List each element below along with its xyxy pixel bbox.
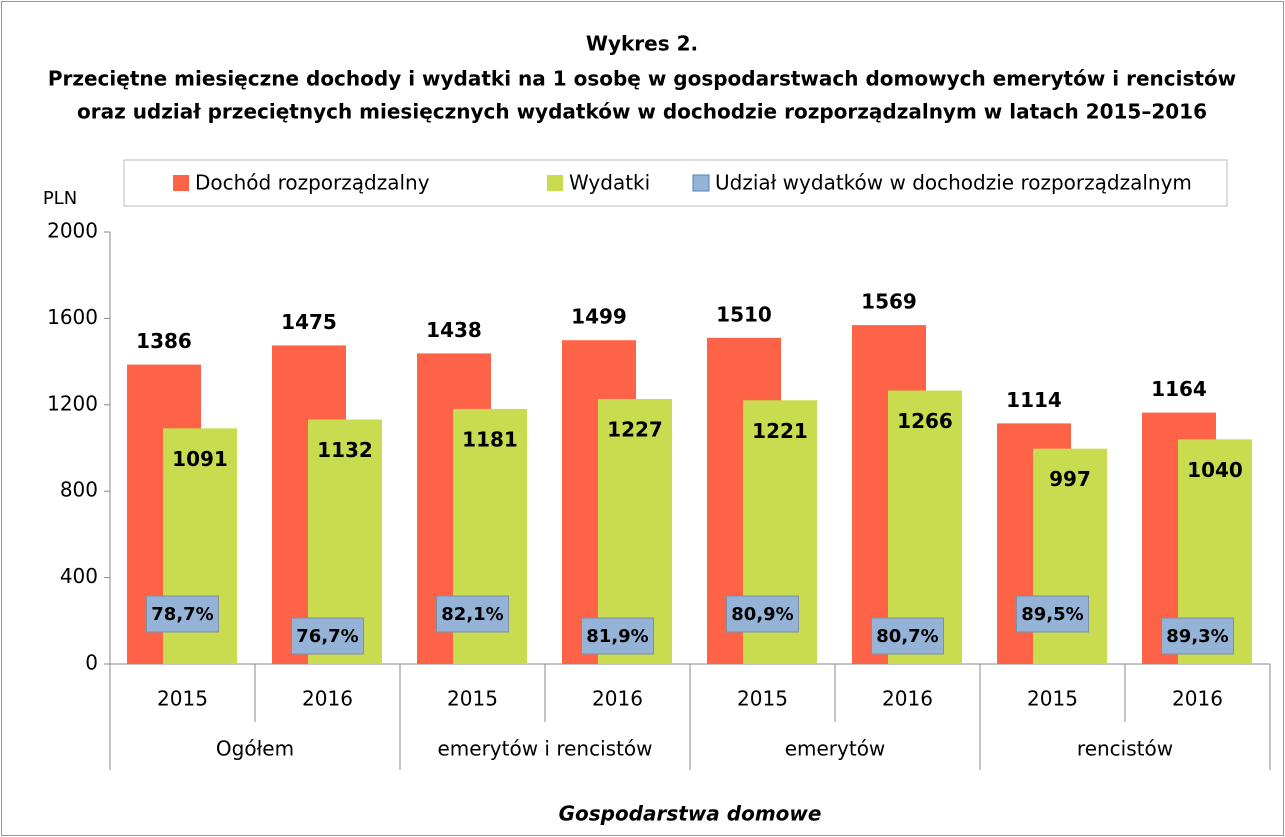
share-box (146, 595, 219, 633)
y-tick-label: 1600 (47, 305, 98, 329)
data-label: 1221 (752, 419, 808, 443)
share-box (291, 617, 364, 655)
x-tick-label: 2015 (447, 687, 498, 711)
chart-title: Wykres 2. (586, 32, 698, 56)
legend-label: Dochód rozporządzalny (195, 171, 430, 195)
data-label: 1438 (426, 318, 482, 342)
y-tick-label: 800 (60, 478, 98, 502)
share-box (1161, 617, 1234, 655)
data-label: 1386 (136, 329, 192, 353)
data-label: 89,3% (1166, 626, 1228, 647)
x-tick-label: 2016 (1172, 687, 1223, 711)
x-tick-label: 2016 (882, 687, 933, 711)
data-label: 78,7% (151, 604, 213, 625)
legend-label: Udział wydatków w dochodzie rozporządzal… (715, 171, 1192, 195)
data-label: 1181 (462, 427, 518, 451)
data-label: 82,1% (441, 604, 503, 625)
x-tick-label: 2015 (1027, 687, 1078, 711)
x-group-label: emerytów (785, 737, 886, 761)
data-label: 1510 (716, 302, 772, 326)
data-label: 76,7% (296, 626, 358, 647)
legend (123, 159, 1228, 207)
data-label: 1040 (1187, 458, 1243, 482)
chart-subtitle: Przeciętne miesięczne dochody i wydatki … (48, 67, 1236, 91)
data-label: 89,5% (1021, 604, 1083, 625)
share-box (871, 617, 944, 655)
share-box (581, 617, 654, 655)
data-label: 1227 (607, 417, 663, 441)
x-tick-label: 2016 (302, 687, 353, 711)
data-label: 997 (1049, 467, 1091, 491)
x-group-label: rencistów (1077, 737, 1173, 761)
x-tick-label: 2016 (592, 687, 643, 711)
data-label: 80,9% (731, 604, 793, 625)
y-tick-label: 400 (60, 564, 98, 588)
data-label: 1132 (317, 438, 373, 462)
legend-swatch (547, 175, 563, 191)
data-label: 81,9% (586, 626, 648, 647)
share-box (1016, 595, 1089, 633)
legend-swatch (692, 174, 710, 192)
x-group-label: Ogółem (216, 737, 294, 761)
share-box (726, 595, 799, 633)
y-tick-label: 1200 (47, 391, 98, 415)
y-tick-label: 0 (85, 651, 98, 675)
legend-swatch (173, 175, 189, 191)
y-axis-label: PLN (43, 188, 77, 209)
chart-subtitle: oraz udział przeciętnych miesięcznych wy… (77, 100, 1207, 124)
legend-label: Wydatki (569, 171, 650, 195)
data-label: 1499 (571, 305, 627, 329)
data-label: 80,7% (876, 626, 938, 647)
x-group-label: emerytów i rencistów (437, 737, 652, 761)
y-tick-label: 2000 (47, 219, 98, 243)
data-label: 1114 (1006, 388, 1062, 412)
data-label: 1475 (281, 310, 337, 334)
data-label: 1569 (861, 290, 917, 314)
data-label: 1164 (1151, 377, 1207, 401)
x-tick-label: 2015 (157, 687, 208, 711)
x-tick-label: 2015 (737, 687, 788, 711)
data-label: 1266 (897, 409, 953, 433)
data-label: 1091 (172, 447, 228, 471)
share-box (436, 595, 509, 633)
x-axis-label: Gospodarstwa domowe (559, 802, 822, 826)
